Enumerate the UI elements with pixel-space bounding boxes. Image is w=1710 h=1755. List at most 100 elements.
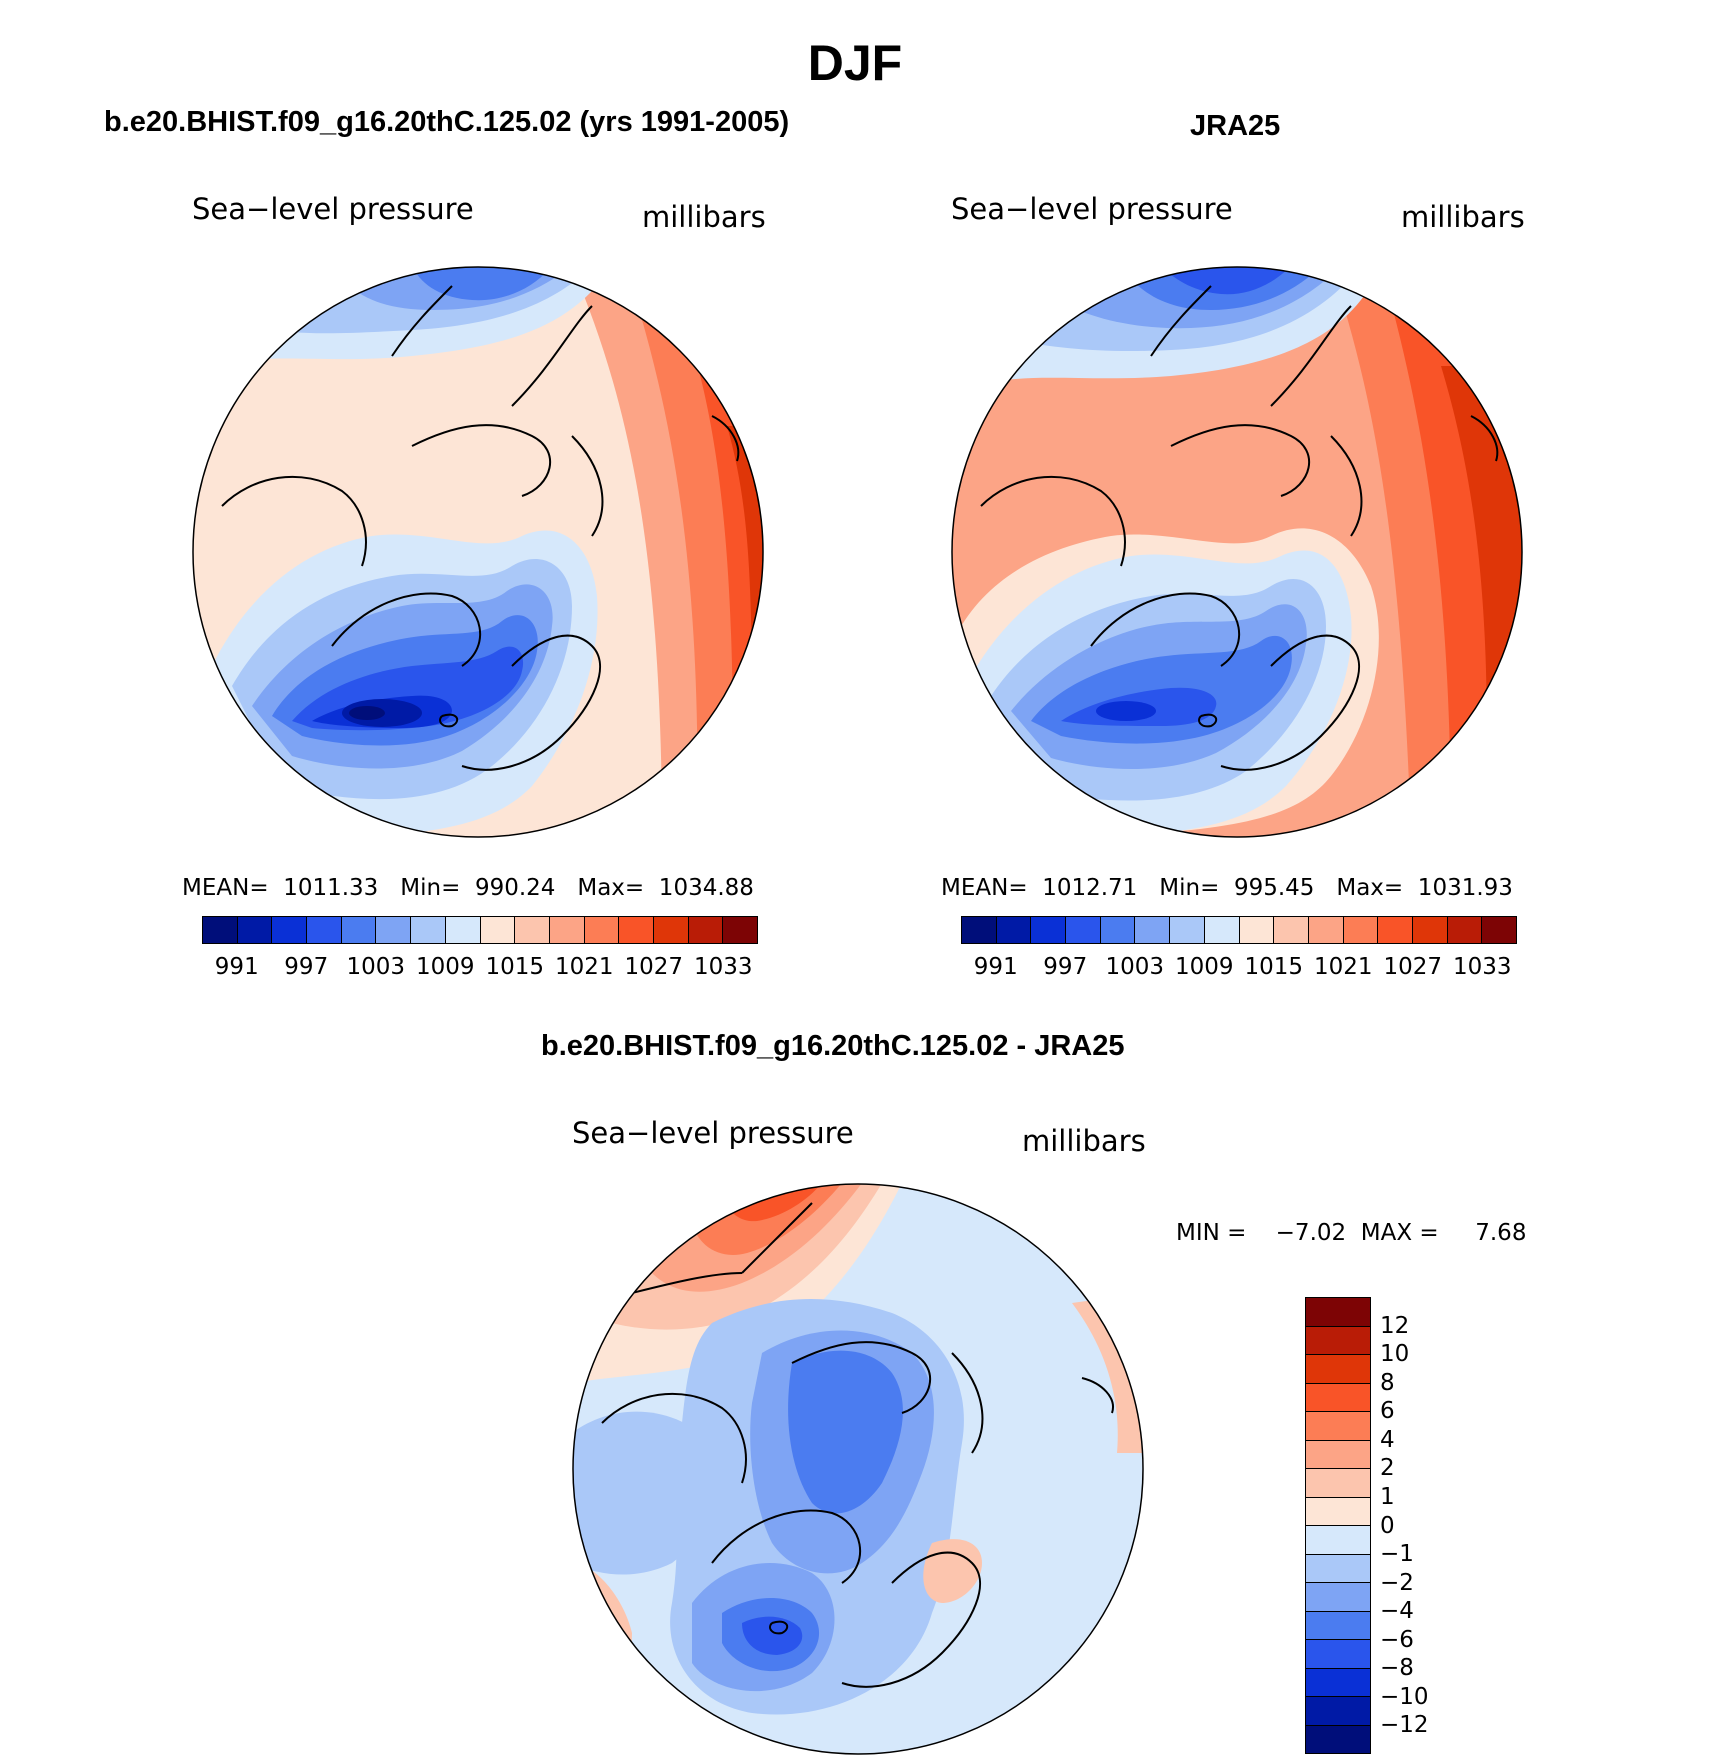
panel-1-stats: MEAN= 1011.33 Min= 990.24 Max= 1034.88 bbox=[182, 875, 754, 901]
panel-3-colorbar-cell bbox=[1306, 1554, 1370, 1583]
panel-2-units-label: millibars bbox=[1401, 200, 1525, 234]
panel-3-colorbar-tick-label: 0 bbox=[1380, 1512, 1395, 1539]
panel-2-colorbar-cell bbox=[962, 917, 997, 943]
panel-1-colorbar-tick-label: 1015 bbox=[485, 954, 545, 980]
panel-3-map bbox=[572, 1183, 1144, 1755]
panel-3-colorbar-cell bbox=[1306, 1526, 1370, 1555]
panel-3-colorbar-cell bbox=[1306, 1355, 1370, 1384]
panel-3-colorbar-tick-label: −10 bbox=[1380, 1683, 1429, 1710]
panel-3-colorbar-cell bbox=[1306, 1298, 1370, 1327]
panel-2-colorbar-cell bbox=[1274, 917, 1309, 943]
panel-1-colorbar-tick-label: 1033 bbox=[693, 954, 753, 980]
panel-3-colorbar-tick-label: −4 bbox=[1380, 1598, 1414, 1625]
panel-3-colorbar-tick-label: −8 bbox=[1380, 1655, 1414, 1682]
panel-1-colorbar-cell bbox=[653, 917, 689, 943]
panel-2-colorbar-cell bbox=[1378, 917, 1413, 943]
panel-3-colorbar-tick-label: 4 bbox=[1380, 1426, 1395, 1453]
panel-3-colorbar-tick-label: −1 bbox=[1380, 1541, 1414, 1568]
panel-3-colorbar-tick-label: 2 bbox=[1380, 1455, 1395, 1482]
panel-2-colorbar-ticks: 991 997 1003 1009 1015 1021 1027 1033 bbox=[961, 954, 1517, 984]
panel-3-variable-label: Sea−level pressure bbox=[572, 1116, 854, 1150]
panel-1-colorbar-cell bbox=[584, 917, 620, 943]
panel-2-colorbar-cell bbox=[1412, 917, 1448, 943]
panel-1-colorbar-cell bbox=[445, 917, 481, 943]
panel-1-colorbar-tick-label: 991 bbox=[214, 954, 259, 980]
panel-3-colorbar-cell bbox=[1306, 1725, 1370, 1753]
panel-2-colorbar-tick-label: 997 bbox=[1043, 954, 1088, 980]
panel-3-colorbar-cell bbox=[1306, 1668, 1370, 1697]
panel-1-colorbar-tick-label: 1009 bbox=[415, 954, 475, 980]
panel-2-colorbar-cell bbox=[996, 917, 1032, 943]
panel-3-units-label: millibars bbox=[1022, 1124, 1146, 1158]
panel-2-colorbar bbox=[961, 916, 1517, 944]
panel-1-colorbar-tick-label: 1021 bbox=[554, 954, 614, 980]
panel-3-colorbar-ticks: 12 10 8 6 4 2 1 0 −1 −2 −4 −6 −8 −10 −12 bbox=[1380, 1297, 1480, 1754]
panel-2-colorbar-cell bbox=[1204, 917, 1240, 943]
panel-2-colorbar-tick-label: 1003 bbox=[1105, 954, 1165, 980]
panel-2-map bbox=[951, 266, 1523, 838]
figure-title: DJF bbox=[807, 35, 903, 91]
panel-1-colorbar-cell bbox=[619, 917, 654, 943]
panel-2-colorbar-tick-label: 1027 bbox=[1383, 954, 1443, 980]
panel-3-colorbar-tick-label: 6 bbox=[1380, 1398, 1395, 1425]
panel-3-colorbar-cell bbox=[1306, 1326, 1370, 1355]
panel-3-colorbar-tick-label: 12 bbox=[1380, 1312, 1410, 1339]
panel-1-colorbar-tick-label: 1027 bbox=[624, 954, 684, 980]
panel-3-colorbar-cell bbox=[1306, 1611, 1370, 1640]
panel-2-colorbar-cell bbox=[1100, 917, 1136, 943]
panel-2-colorbar-cell bbox=[1239, 917, 1275, 943]
panel-2-colorbar-cell bbox=[1343, 917, 1379, 943]
panel-2-title: JRA25 bbox=[1190, 110, 1281, 142]
panel-2-colorbar-cell bbox=[1031, 917, 1067, 943]
panel-2-variable-label: Sea−level pressure bbox=[951, 192, 1233, 226]
panel-3-colorbar-tick-label: −12 bbox=[1380, 1712, 1429, 1739]
panel-1-map bbox=[192, 266, 764, 838]
panel-1-colorbar-cell bbox=[688, 917, 724, 943]
panel-3-colorbar-cell bbox=[1306, 1583, 1370, 1612]
panel-2-colorbar-tick-label: 1021 bbox=[1313, 954, 1373, 980]
panel-3-colorbar-tick-label: −2 bbox=[1380, 1569, 1414, 1596]
panel-1-colorbar-tick-label: 997 bbox=[284, 954, 329, 980]
panel-1-colorbar-cell bbox=[411, 917, 446, 943]
panel-3-colorbar-cell bbox=[1306, 1640, 1370, 1669]
panel-3-colorbar-cell bbox=[1306, 1469, 1370, 1498]
panel-1-colorbar-cell bbox=[341, 917, 377, 943]
panel-3-colorbar-tick-label: 8 bbox=[1380, 1369, 1395, 1396]
panel-3-colorbar-cell bbox=[1306, 1383, 1370, 1412]
panel-2-colorbar-cell bbox=[1447, 917, 1483, 943]
panel-1-colorbar bbox=[202, 916, 758, 944]
panel-1-colorbar-cell bbox=[272, 917, 308, 943]
panel-3-colorbar bbox=[1305, 1297, 1371, 1754]
panel-1-colorbar-cell bbox=[549, 917, 585, 943]
panel-3-colorbar-cell bbox=[1306, 1412, 1370, 1441]
panel-2-colorbar-tick-label: 1033 bbox=[1452, 954, 1512, 980]
panel-3-colorbar-tick-label: 1 bbox=[1380, 1483, 1395, 1510]
panel-1-units-label: millibars bbox=[642, 200, 766, 234]
panel-3-colorbar-tick-label: −6 bbox=[1380, 1626, 1414, 1653]
panel-3-colorbar-cell bbox=[1306, 1697, 1370, 1726]
panel-1-colorbar-cell bbox=[307, 917, 342, 943]
panel-1-colorbar-cell bbox=[237, 917, 273, 943]
panel-2-colorbar-cell bbox=[1170, 917, 1205, 943]
panel-2-stats: MEAN= 1012.71 Min= 995.45 Max= 1031.93 bbox=[941, 875, 1513, 901]
panel-2-colorbar-cell bbox=[1135, 917, 1171, 943]
panel-2-colorbar-tick-label: 1009 bbox=[1174, 954, 1234, 980]
panel-1-title: b.e20.BHIST.f09_g16.20thC.125.02 (yrs 19… bbox=[104, 106, 790, 138]
panel-2-colorbar-cell bbox=[1308, 917, 1344, 943]
panel-3-colorbar-tick-label: 10 bbox=[1380, 1341, 1410, 1368]
panel-3-title: b.e20.BHIST.f09_g16.20thC.125.02 - JRA25 bbox=[541, 1030, 1125, 1062]
panel-1-colorbar-tick-label: 1003 bbox=[346, 954, 406, 980]
panel-3-stats: MIN = −7.02 MAX = 7.68 bbox=[1176, 1220, 1527, 1246]
panel-2-colorbar-cell bbox=[1482, 917, 1516, 943]
panel-3-colorbar-cell bbox=[1306, 1497, 1370, 1526]
panel-1-colorbar-cell bbox=[203, 917, 238, 943]
panel-2-colorbar-cell bbox=[1066, 917, 1101, 943]
panel-1-variable-label: Sea−level pressure bbox=[192, 192, 474, 226]
panel-2-colorbar-tick-label: 991 bbox=[973, 954, 1018, 980]
panel-2-colorbar-tick-label: 1015 bbox=[1244, 954, 1304, 980]
panel-3-colorbar-cell bbox=[1306, 1440, 1370, 1469]
panel-1-colorbar-cell bbox=[376, 917, 412, 943]
panel-1-colorbar-ticks: 991 997 1003 1009 1015 1021 1027 1033 bbox=[202, 954, 758, 984]
panel-1-colorbar-cell bbox=[723, 917, 757, 943]
panel-1-colorbar-cell bbox=[480, 917, 516, 943]
